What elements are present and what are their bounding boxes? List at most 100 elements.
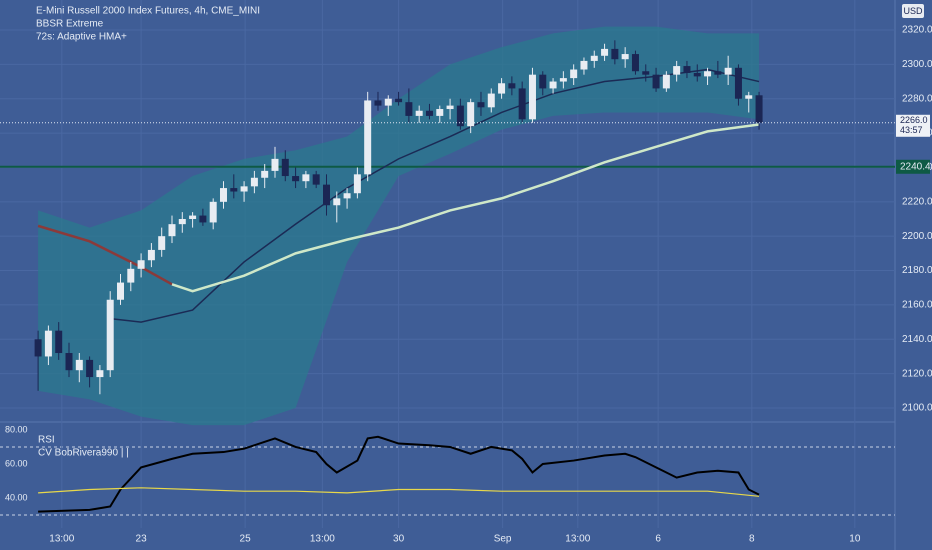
candle-body xyxy=(322,184,330,206)
candle-body xyxy=(508,83,516,89)
candle-body xyxy=(683,66,691,73)
x-tick-label: 13:00 xyxy=(49,534,74,545)
indicator-label: 72s: Adaptive HMA+ xyxy=(36,32,127,43)
candle-body xyxy=(549,81,557,89)
x-tick-label: 8 xyxy=(749,534,755,545)
candle-body xyxy=(261,170,269,178)
candle-body xyxy=(415,110,423,116)
x-tick-label: Sep xyxy=(494,534,512,545)
candle-body xyxy=(539,74,547,89)
indicator-line xyxy=(171,123,760,293)
candle-body xyxy=(704,71,712,77)
candle-body xyxy=(65,353,73,371)
currency-badge[interactable] xyxy=(902,4,924,18)
candle-body xyxy=(518,88,526,120)
candle-body xyxy=(127,268,135,283)
candle-body xyxy=(446,105,454,110)
x-tick-label: 25 xyxy=(240,534,252,545)
candle-body xyxy=(343,193,351,199)
candle-body xyxy=(312,174,320,185)
candle-body xyxy=(590,55,598,61)
candle-body xyxy=(662,74,670,89)
y-tick-label: 2140.0 xyxy=(902,334,932,345)
panel-tick-label: 40.00 xyxy=(5,492,28,502)
candle-body xyxy=(487,93,495,108)
candle-body xyxy=(528,74,536,120)
candle-body xyxy=(467,102,475,127)
currency: USD xyxy=(903,6,923,16)
candle-body xyxy=(755,95,763,123)
candle-body xyxy=(724,67,732,75)
candle-body xyxy=(631,54,639,72)
indicator-line xyxy=(37,224,173,286)
candle-body xyxy=(271,158,279,171)
level-label: 2240.4 xyxy=(900,161,931,172)
candle-body xyxy=(96,370,104,378)
candle-body xyxy=(158,236,166,250)
y-tick-label: 2220.0 xyxy=(902,196,932,207)
y-tick-label: 2320.0 xyxy=(902,25,932,36)
last-price-badge xyxy=(896,114,930,137)
candle-body xyxy=(559,78,567,82)
candle-body xyxy=(250,177,258,187)
y-tick-label: 2200.0 xyxy=(902,231,932,242)
candle-body xyxy=(611,48,619,60)
candle-body xyxy=(34,339,42,357)
candle-body xyxy=(425,110,433,116)
panel-tick-label: 60.00 xyxy=(5,458,28,468)
candle-body xyxy=(601,48,609,56)
candle-body xyxy=(745,95,753,99)
indicator-line xyxy=(110,68,760,323)
candle-body xyxy=(230,188,238,192)
y-tick-label: 2100.0 xyxy=(902,403,932,414)
candle-body xyxy=(456,105,464,127)
candle-body xyxy=(292,176,300,182)
indicator-label: BBSR Extreme xyxy=(36,19,104,30)
x-tick-label: 23 xyxy=(136,534,148,545)
panel-tick-label: 80.00 xyxy=(5,424,28,434)
candle-body xyxy=(580,60,588,70)
band-area xyxy=(38,26,760,426)
candle-body xyxy=(333,198,341,206)
chart-title: E-Mini Russell 2000 Index Futures, 4h, C… xyxy=(36,6,260,17)
last-price-label: 2266.0 xyxy=(900,115,928,125)
y-tick-label: 2300.0 xyxy=(902,59,932,70)
candle-body xyxy=(281,158,289,177)
candle-body xyxy=(209,201,217,223)
panel-line xyxy=(38,435,760,513)
x-tick-label: 30 xyxy=(393,534,405,545)
candle-body xyxy=(75,359,83,371)
candle-body xyxy=(189,215,197,219)
x-tick-label: 6 xyxy=(655,534,661,545)
x-tick-label: 10 xyxy=(849,534,861,545)
candle-body xyxy=(642,71,650,75)
candle-body xyxy=(621,54,629,60)
candle-body xyxy=(106,299,114,371)
candle-body xyxy=(178,219,186,225)
candle-body xyxy=(395,98,403,103)
candle-body xyxy=(364,100,372,175)
candle-body xyxy=(117,282,125,300)
candle-body xyxy=(714,71,722,75)
candle-body xyxy=(405,102,413,116)
countdown-label: 43:57 xyxy=(900,125,923,135)
candle-body xyxy=(498,83,506,94)
candle-body xyxy=(353,174,361,194)
y-tick-label: 2180.0 xyxy=(902,265,932,276)
candle-body xyxy=(147,249,155,261)
panel-label: RSI xyxy=(38,435,55,446)
x-tick-label: 13:00 xyxy=(565,534,590,545)
panel-label: CV BobRivera990 | | xyxy=(38,448,129,459)
candle-body xyxy=(693,72,701,77)
candle-body xyxy=(240,186,248,192)
candle-body xyxy=(673,66,681,75)
y-tick-label: 2160.0 xyxy=(902,300,932,311)
candle-body xyxy=(44,330,52,357)
y-tick-label: 2280.0 xyxy=(902,93,932,104)
candle-body xyxy=(55,330,63,354)
level-badge xyxy=(896,159,930,174)
candle-body xyxy=(302,174,310,182)
candle-body xyxy=(734,67,742,99)
candle-body xyxy=(652,74,660,89)
